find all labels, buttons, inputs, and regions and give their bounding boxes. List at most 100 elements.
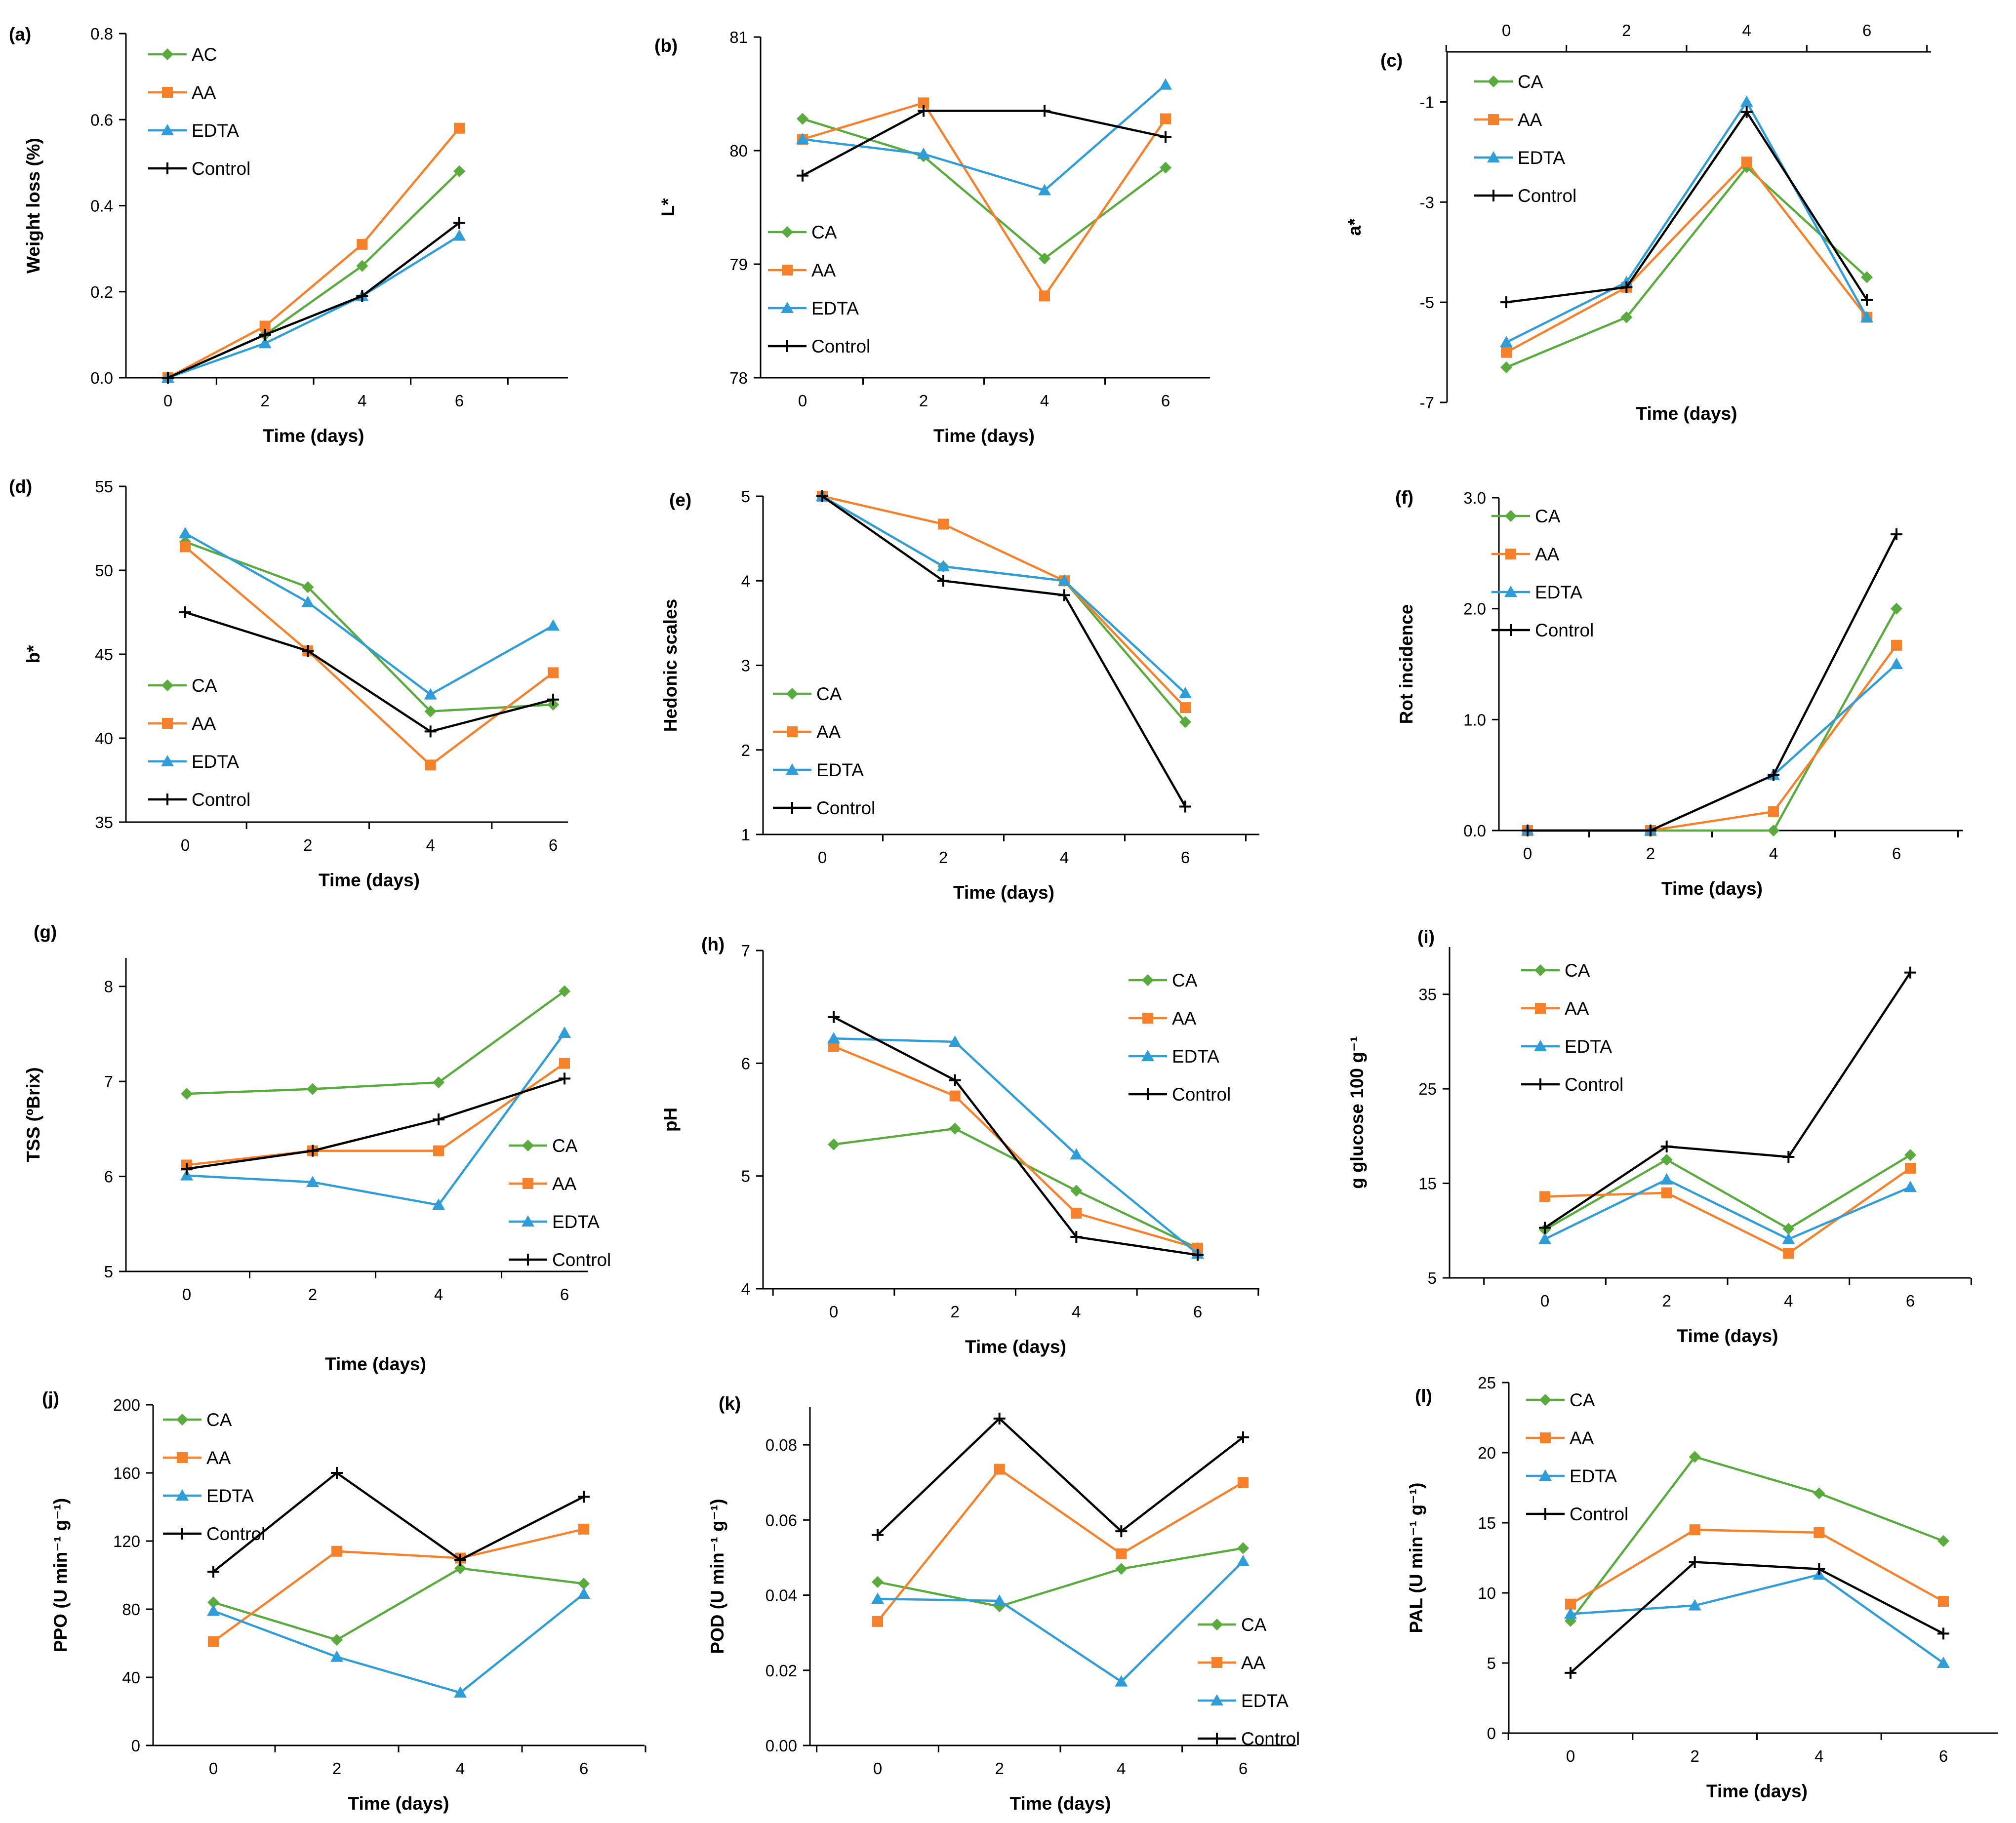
legend-item-aa: AA (509, 1174, 577, 1194)
data-point-control (1070, 1230, 1083, 1243)
legend-label: EDTA (206, 1486, 254, 1506)
y-tick-label: 0.0 (1463, 822, 1486, 840)
y-axis-title: Hedonic scales (660, 599, 681, 732)
x-axis-title: Time (days) (1661, 878, 1763, 899)
y-tick-label: 0.8 (90, 25, 113, 43)
series-line-aa (802, 101, 1167, 298)
data-point-control (1861, 294, 1873, 306)
chart-panel-c: (c) -1 -3 -5 -7 0 2 4 6 Time (days) a* CA AA EDTA Cont… (1344, 21, 1931, 424)
series-line-control (167, 222, 460, 379)
legend-marker (781, 302, 794, 313)
legend-marker (162, 718, 173, 729)
data-point-control (1904, 966, 1916, 979)
legend-item-edta: EDTA (163, 1486, 254, 1506)
legend-marker (162, 87, 173, 98)
data-point-edta (547, 619, 560, 631)
legend-marker (176, 1489, 189, 1501)
data-point-control (356, 290, 368, 302)
chart-panel-f: (f) 0.0 1.0 2.0 3.0 0 2 4 6 Time (days) Rot incide… (1395, 487, 1963, 899)
legend-marker (1534, 1078, 1546, 1090)
chart-panel-g: (g) 5 6 7 8 0 2 4 6 Time (days) TSS (ºBrix) CA AA EDT… (23, 922, 611, 1374)
legend-item-ca: CA (1129, 970, 1198, 991)
x-tick-label: 0 (818, 848, 827, 867)
data-point-edta (1660, 1173, 1673, 1185)
data-point-control (872, 1529, 884, 1541)
data-point-ca (1689, 1451, 1701, 1463)
y-tick-label: -1 (1420, 93, 1434, 111)
x-tick-label: 4 (1814, 1747, 1823, 1765)
data-point-control (816, 490, 828, 502)
legend-marker (1487, 151, 1500, 162)
data-point-edta (454, 1686, 467, 1698)
chart-panel-j: (j) 0 40 80 120 160 200 0 2 4 6 Time (days) PPO (U m… (42, 1388, 646, 1814)
panel-label-f: (f) (1395, 487, 1413, 508)
y-tick-label: 2.0 (1463, 600, 1486, 618)
legend-item-edta: EDTA (1198, 1691, 1289, 1711)
y-axis-title: PAL (U min⁻¹ g⁻¹) (1406, 1483, 1426, 1633)
data-point-ca (828, 1138, 840, 1150)
legend-marker (522, 1254, 534, 1266)
data-point-aa (1768, 806, 1779, 817)
legend-item-control: Control (163, 1524, 265, 1544)
y-tick-label: 5 (741, 487, 750, 506)
data-point-control (331, 1467, 343, 1479)
legend-label: AA (1518, 110, 1542, 130)
legend-label: CA (1518, 72, 1543, 92)
series-line-edta (1544, 1178, 1911, 1240)
legend-label: CA (1570, 1390, 1595, 1410)
legend-item-aa: AA (768, 260, 836, 280)
data-point-control (1237, 1431, 1249, 1443)
legend-marker (1505, 624, 1517, 636)
legend-label: EDTA (816, 760, 864, 780)
panel-label-l: (l) (1415, 1386, 1432, 1406)
data-point-edta (1688, 1599, 1701, 1611)
series-line-aa (833, 1045, 1198, 1249)
data-point-aa (1938, 1596, 1949, 1607)
legend-item-edta: EDTA (148, 120, 239, 141)
legend-marker (1539, 1469, 1552, 1481)
x-tick-label: 0 (163, 392, 172, 410)
x-axis-title: Time (days) (1677, 1326, 1778, 1346)
series-line-edta (184, 532, 554, 696)
data-point-aa (1039, 290, 1050, 302)
x-tick-label: 4 (1072, 1303, 1081, 1321)
series-line-aa (877, 1467, 1244, 1623)
legend-label: EDTA (1172, 1046, 1219, 1067)
y-tick-label: 0.04 (766, 1586, 797, 1605)
y-tick-label: 40 (122, 1668, 140, 1687)
y-axis-title: L* (658, 198, 678, 217)
y-tick-label: 10 (1478, 1584, 1496, 1602)
x-axis-title: Time (days) (1010, 1793, 1111, 1814)
series-line-aa (184, 546, 554, 767)
y-axis-title: pH (660, 1108, 681, 1132)
data-point-aa (357, 238, 368, 250)
legend-label: AA (192, 713, 216, 734)
x-tick-label: 6 (549, 836, 558, 854)
data-point-edta (207, 1604, 220, 1616)
legend-label: AA (1565, 998, 1589, 1019)
series-line-aa (822, 495, 1186, 709)
panel-label-g: (g) (34, 922, 57, 942)
y-tick-label: 25 (1478, 1374, 1496, 1392)
y-axis-title: Weight loss (%) (23, 138, 43, 274)
y-tick-label: 35 (1418, 986, 1437, 1004)
legend-item-control: Control (1198, 1729, 1300, 1749)
data-point-control (1565, 1666, 1576, 1679)
x-tick-label: 6 (1892, 844, 1901, 863)
legend-marker (161, 679, 173, 691)
y-tick-label: 4 (741, 1280, 750, 1298)
legend-marker (1488, 114, 1499, 125)
data-point-edta (1904, 1181, 1917, 1192)
data-point-aa (994, 1464, 1005, 1475)
series-line-control (1528, 534, 1898, 832)
legend-marker (786, 688, 798, 700)
legend-marker (1539, 1508, 1551, 1520)
legend-label: AA (1570, 1428, 1594, 1448)
series-line-edta (213, 1593, 585, 1694)
data-point-control (1058, 589, 1070, 601)
x-axis-title: Time (days) (1706, 1781, 1808, 1801)
legend-marker (786, 763, 799, 775)
series-line-edta (802, 83, 1167, 192)
legend-marker (523, 1178, 533, 1189)
data-point-control (1539, 1222, 1551, 1234)
